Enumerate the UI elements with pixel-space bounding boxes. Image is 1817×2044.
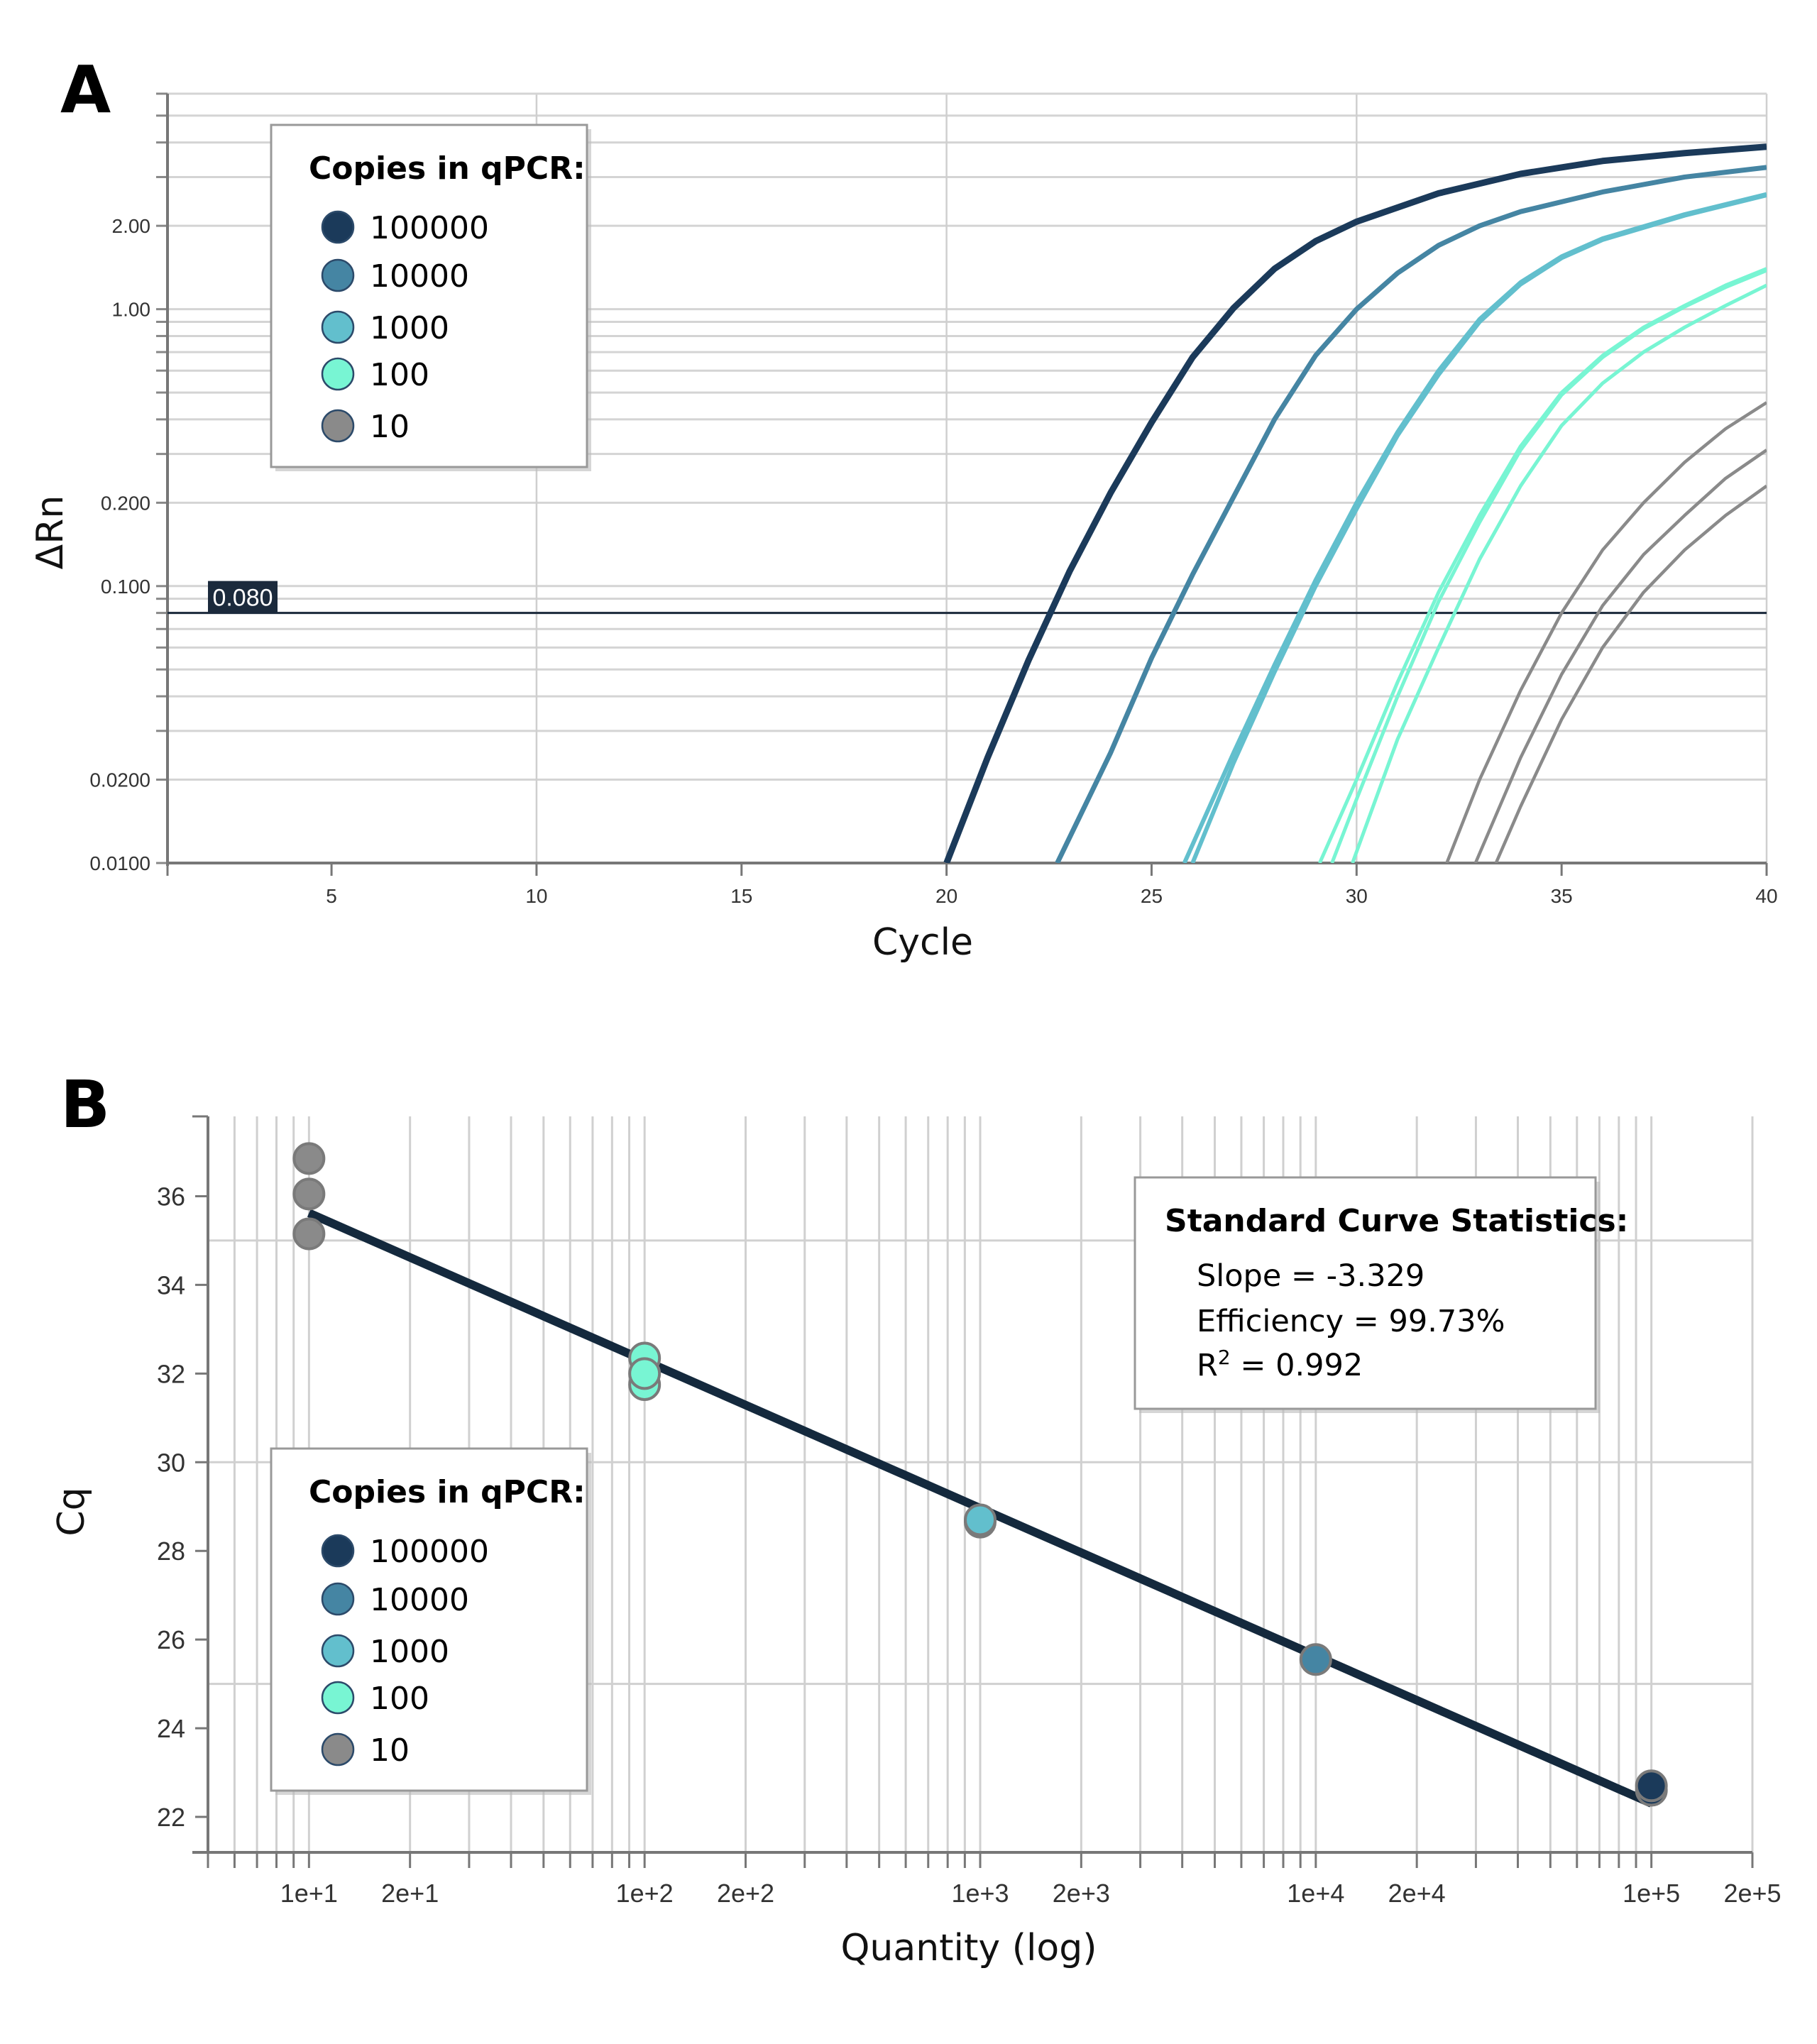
y-tick-label: 0.0200 <box>89 769 150 791</box>
amplification-plot: 5 10 15 20 25 30 35 40 0.0100 0.0200 0.100 0.200 1.0… <box>29 92 1778 964</box>
legend-swatch-100 <box>321 357 355 391</box>
amplification-curve-10 <box>1494 484 1767 863</box>
data-point-10 <box>292 1177 326 1211</box>
legend-swatch-10000 <box>321 258 355 292</box>
x-tick-label: 1e+2 <box>616 1879 674 1908</box>
x-tick-label: 1e+1 <box>280 1879 338 1908</box>
legend-item-10000: 10000 <box>370 1582 469 1618</box>
y-tick-label: 0.0100 <box>89 852 150 874</box>
legend-item-10: 10 <box>370 409 410 445</box>
amplification-curve-10000 <box>1055 165 1767 863</box>
r2-value: = 0.992 <box>1231 1348 1363 1383</box>
legend-title: Copies in qPCR: <box>309 1474 586 1510</box>
x-tick-label: 15 <box>730 885 752 907</box>
stats-efficiency: Efficiency = 99.73% <box>1197 1304 1505 1339</box>
y-tick-label: 36 <box>157 1182 185 1211</box>
stats-slope: Slope = -3.329 <box>1197 1258 1424 1294</box>
legend-item-100: 100 <box>370 357 429 393</box>
y-tick-label: 2.00 <box>112 215 151 237</box>
y-tick-label: 34 <box>157 1270 185 1300</box>
stats-title: Standard Curve Statistics: <box>1165 1203 1628 1239</box>
x-tick-label: 35 <box>1551 885 1573 907</box>
y-tick-label: 0.200 <box>101 492 150 514</box>
x-tick-label: 2e+2 <box>717 1879 774 1908</box>
y-tick-label: 24 <box>157 1714 185 1743</box>
x-tick-label: 10 <box>525 885 547 907</box>
y-tick-label: 22 <box>157 1803 185 1832</box>
legend-swatch-100000 <box>321 210 355 244</box>
x-axis-label: Quantity (log) <box>840 1927 1097 1969</box>
x-tick-label: 1e+5 <box>1623 1879 1680 1908</box>
threshold-label-bg <box>208 581 278 614</box>
legend-item-100: 100 <box>370 1681 429 1717</box>
y-tick-label: 32 <box>157 1359 185 1388</box>
data-point-100000 <box>1635 1769 1668 1803</box>
legend-item-100000: 100000 <box>370 1534 489 1570</box>
legend-swatch-1000 <box>321 1634 355 1668</box>
legend-swatch-10 <box>321 409 355 443</box>
x-tick-label: 2e+4 <box>1388 1879 1446 1908</box>
legend-item-1000: 1000 <box>370 310 449 346</box>
panel-label-b: B <box>60 1067 110 1143</box>
legend-a: Copies in qPCR: 100000 10000 1000 100 10 <box>270 123 591 471</box>
r2-prefix: R <box>1197 1348 1218 1383</box>
x-tick-label: 2e+3 <box>1053 1879 1110 1908</box>
x-tick-label: 30 <box>1346 885 1368 907</box>
stats-r2: R2 = 0.992 <box>1197 1346 1363 1383</box>
y-axis-label: ΔRn <box>29 495 72 570</box>
stats-box <box>1133 1176 1597 1410</box>
r2-superscript: 2 <box>1218 1346 1231 1369</box>
data-point-10000 <box>1299 1643 1332 1676</box>
data-point-10 <box>292 1142 326 1175</box>
x-tick-label: 5 <box>326 885 337 907</box>
standard-curve-plot: 22 24 26 28 30 32 34 36 1e+1 2e+1 1e+2 2e+2 1e+3 2e+3… <box>50 1115 1782 1969</box>
x-tick-label: 25 <box>1141 885 1163 907</box>
amplification-curve-10 <box>1473 449 1767 863</box>
amplification-curve-10 <box>1445 401 1767 863</box>
x-tick-label: 20 <box>935 885 957 907</box>
y-axis-label: Cq <box>50 1487 93 1536</box>
panel-label-a: A <box>60 52 111 128</box>
amplification-curve-100 <box>1330 268 1767 863</box>
x-tick-label: 1e+4 <box>1287 1879 1344 1908</box>
y-tick-label: 26 <box>157 1625 185 1654</box>
amplification-curve-100 <box>1351 283 1767 863</box>
y-tick-label: 1.00 <box>112 299 151 321</box>
legend-box <box>270 123 588 468</box>
legend-swatch-10000 <box>321 1582 355 1616</box>
legend-item-1000: 1000 <box>370 1634 449 1670</box>
amplification-curve-1000 <box>1190 193 1767 863</box>
y-tick-label: 28 <box>157 1537 185 1566</box>
threshold-label: 0.080 <box>212 585 273 612</box>
x-tick-label: 2e+1 <box>381 1879 439 1908</box>
y-tick-label: 0.100 <box>101 576 150 598</box>
legend-b: Copies in qPCR: 100000 10000 1000 100 10 <box>270 1447 591 1795</box>
legend-swatch-100000 <box>321 1534 355 1568</box>
x-axis-label: Cycle <box>872 921 973 964</box>
x-tick-label: 2e+5 <box>1723 1879 1781 1908</box>
standard-curve-statistics: Standard Curve Statistics: Slope = -3.329… <box>1133 1176 1628 1413</box>
legend-swatch-1000 <box>321 310 355 344</box>
legend-item-100000: 100000 <box>370 210 489 246</box>
legend-swatch-100 <box>321 1681 355 1715</box>
y-tick-label: 30 <box>157 1448 185 1477</box>
legend-item-10000: 10000 <box>370 258 469 295</box>
legend-title: Copies in qPCR: <box>309 150 586 187</box>
legend-swatch-10 <box>321 1732 355 1766</box>
data-point-1000 <box>964 1503 997 1537</box>
legend-item-10: 10 <box>370 1732 410 1769</box>
data-point-100 <box>628 1357 662 1390</box>
amplification-curve-100000 <box>943 143 1767 863</box>
x-tick-label: 1e+3 <box>951 1879 1009 1908</box>
legend-box <box>270 1447 588 1792</box>
x-tick-label: 40 <box>1755 885 1777 907</box>
data-point-10 <box>292 1217 326 1251</box>
